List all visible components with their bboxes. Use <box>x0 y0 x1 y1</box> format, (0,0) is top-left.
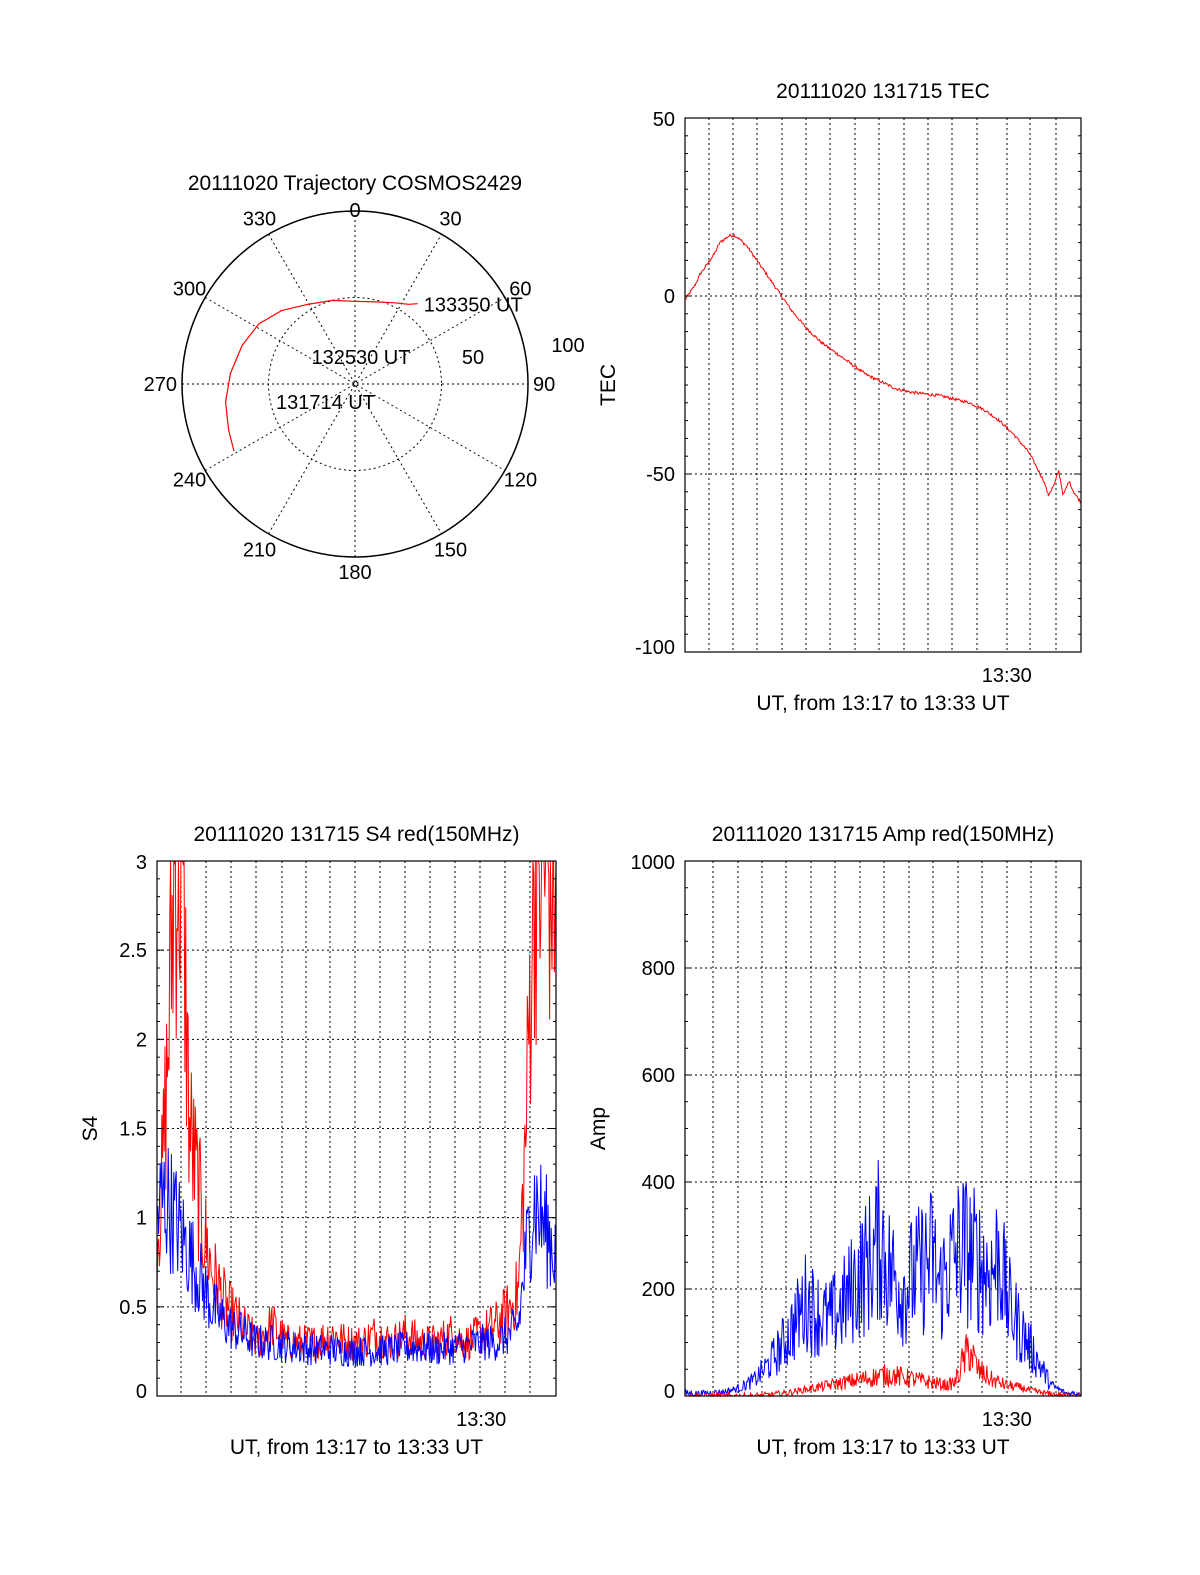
x-axis-label: UT, from 13:17 to 13:33 UT <box>230 1436 483 1459</box>
trajectory-line <box>224 299 418 452</box>
y-tick-label: 2 <box>136 1029 147 1051</box>
trajectory-annotation: 132530 UT <box>312 347 411 369</box>
series-0-line <box>156 860 557 1362</box>
elevation-ring <box>268 297 442 471</box>
azimuth-label: 300 <box>173 279 206 301</box>
y-axis-label: TEC <box>597 364 620 406</box>
radius-label: 50 <box>462 347 484 369</box>
polar-outer-ring <box>181 210 529 558</box>
panel-title: 20111020 131715 S4 red(150MHz) <box>193 823 519 846</box>
x-axis-label: UT, from 13:17 to 13:33 UT <box>756 1436 1009 1459</box>
y-tick-label: 800 <box>642 958 675 980</box>
tec-panel: 50 0 -50 -100 13:30 20111020 131715 TEC UT, fr… <box>597 80 1082 715</box>
panel-title: 20111020 131715 TEC <box>776 80 990 103</box>
y-tick-label: 3 <box>136 852 147 874</box>
y-tick-label: 0 <box>664 1381 675 1403</box>
y-tick-label: -100 <box>635 637 675 659</box>
azimuth-label: 30 <box>439 209 461 231</box>
panel-title: 20111020 Trajectory COSMOS2429 <box>188 172 522 195</box>
azimuth-label: 210 <box>243 539 276 561</box>
polar-panel: 0 30 60 90 120 150 180 210 240 270 300 330 50 100 1333… <box>144 172 585 584</box>
plot-frame <box>684 117 1082 653</box>
azimuth-label: 90 <box>533 374 555 396</box>
trajectory-annotation: 133350 UT <box>424 295 523 317</box>
y-axis-label: S4 <box>79 1115 102 1141</box>
panel-title: 20111020 131715 Amp red(150MHz) <box>712 823 1054 846</box>
plot-frame <box>156 860 557 1397</box>
x-tick-label: 13:30 <box>982 665 1032 687</box>
azimuth-label: 60 <box>509 279 531 301</box>
y-tick-label: 600 <box>642 1065 675 1087</box>
y-tick-label: 2.5 <box>119 940 147 962</box>
y-tick-label: 0 <box>136 1381 147 1403</box>
plot-frame <box>684 860 1082 1397</box>
y-tick-label: 0 <box>664 286 675 308</box>
x-tick-label: 13:30 <box>982 1409 1032 1431</box>
series-1-line <box>156 1147 557 1368</box>
series-0-line <box>684 233 1082 504</box>
azimuth-label: 270 <box>144 374 177 396</box>
y-tick-label: 200 <box>642 1279 675 1301</box>
y-axis-label: Amp <box>587 1107 610 1150</box>
s4-panel: 3 2.5 2 1.5 1 0.5 0 13:30 20111020 131715 S4 red… <box>79 823 557 1459</box>
radius-label: 100 <box>551 335 584 357</box>
y-tick-label: 1000 <box>631 852 676 874</box>
azimuth-label: 120 <box>504 470 537 492</box>
azimuth-label: 240 <box>173 470 206 492</box>
y-tick-label: -50 <box>646 464 675 486</box>
y-tick-label: 1 <box>136 1208 147 1230</box>
series-0-line <box>684 1159 1082 1398</box>
series-1-line <box>684 1334 1082 1398</box>
amp-panel: 1000 800 600 400 200 0 13:30 20111020 131715 Am… <box>587 823 1082 1459</box>
azimuth-label: 0 <box>349 200 360 222</box>
azimuth-label: 150 <box>434 539 467 561</box>
x-axis-label: UT, from 13:17 to 13:33 UT <box>756 692 1009 715</box>
azimuth-label: 330 <box>243 209 276 231</box>
y-tick-label: 1.5 <box>119 1119 147 1141</box>
trajectory-annotation: 131714 UT <box>276 392 375 414</box>
azimuth-label: 180 <box>338 562 371 584</box>
y-tick-label: 400 <box>642 1172 675 1194</box>
y-tick-label: 50 <box>653 109 675 131</box>
y-tick-label: 0.5 <box>119 1297 147 1319</box>
x-tick-label: 13:30 <box>456 1409 506 1431</box>
